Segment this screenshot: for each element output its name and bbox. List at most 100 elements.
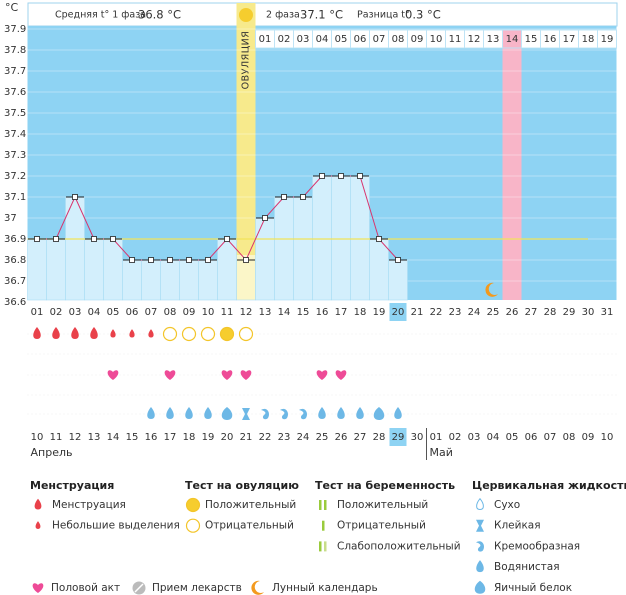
phase1-label: Средняя t° 1 фаза [55, 10, 146, 21]
heart-icon [107, 370, 119, 380]
temp-column [293, 196, 313, 301]
heart-icon [240, 370, 252, 380]
legend-title: Цервикальная жидкость [472, 479, 626, 492]
temp-point [262, 215, 268, 221]
date-label: 24 [297, 432, 310, 443]
temp-point [129, 257, 135, 263]
fluid-icon [221, 407, 233, 420]
date-label: 27 [354, 432, 367, 443]
temp-point [243, 257, 249, 263]
date-label: 18 [183, 432, 196, 443]
fluid-icon [474, 580, 486, 594]
fluid-icon [280, 408, 289, 420]
x-tick-label: 28 [544, 307, 557, 318]
x-tick-label: 26 [506, 307, 519, 318]
post-day-label: 11 [449, 34, 462, 45]
post-day-label: 17 [563, 34, 576, 45]
x-tick-label: 11 [221, 307, 234, 318]
x-tick-label: 05 [107, 307, 120, 318]
temp-point [338, 173, 344, 179]
x-tick-label: 27 [525, 307, 538, 318]
diff-label: Разница t° [357, 10, 410, 21]
month-label: Апрель [31, 446, 73, 459]
temp-column [217, 238, 237, 301]
post-day-label: 09 [411, 34, 424, 45]
moon-icon [251, 580, 264, 595]
fluid-icon [147, 407, 155, 419]
heart-icon [164, 370, 176, 380]
temp-column [122, 259, 142, 301]
legend-label: Положительный [337, 499, 428, 511]
legend-label: Водянистая [494, 561, 560, 573]
temp-column [274, 196, 294, 301]
temp-point [224, 236, 230, 242]
post-day-cell [597, 29, 617, 49]
y-tick-label: 37.2 [4, 171, 26, 182]
sun-icon [239, 8, 253, 22]
x-tick-label: 08 [164, 307, 177, 318]
date-label: 01 [430, 432, 443, 443]
date-label: 15 [126, 432, 139, 443]
temp-column [255, 217, 275, 301]
heart-icon [32, 583, 44, 593]
today-date-box [389, 428, 407, 446]
ovulation-label: ОВУЛЯЦИЯ [241, 31, 252, 90]
date-label: 28 [373, 432, 386, 443]
ovulation-test-icon [219, 326, 235, 342]
phase1-value: 36.8 °C [138, 8, 181, 22]
y-tick-label: 36.8 [4, 255, 26, 266]
fluid-icon [318, 407, 326, 419]
post-day-label: 15 [525, 34, 538, 45]
legend-label: Клейкая [494, 520, 541, 532]
fluid-icon [476, 560, 484, 573]
date-label: 04 [487, 432, 500, 443]
x-tick-label: 30 [582, 307, 595, 318]
legend-icon [319, 541, 322, 552]
legend-icon [324, 541, 327, 552]
post-day-label: 13 [487, 34, 500, 45]
date-label: 08 [563, 432, 576, 443]
x-tick-label: 02 [50, 307, 63, 318]
ovulation-test-icon [200, 326, 216, 342]
x-tick-label: 03 [69, 307, 82, 318]
x-tick-label: 20 [392, 307, 405, 318]
x-tick-label: 09 [183, 307, 196, 318]
x-tick-label: 14 [278, 307, 291, 318]
temp-column [84, 238, 104, 301]
x-tick-label: 21 [411, 307, 424, 318]
fluid-icon [242, 408, 250, 420]
temp-point [53, 236, 59, 242]
temp-point [167, 257, 173, 263]
temp-column [141, 259, 161, 301]
fluid-icon [185, 407, 193, 419]
y-tick-label: 36.6 [4, 297, 26, 308]
x-tick-label: 18 [354, 307, 367, 318]
x-tick-label: 16 [316, 307, 329, 318]
ovulation-test-icon [185, 518, 201, 533]
legend-label: Положительный [205, 499, 296, 511]
date-label: 10 [601, 432, 614, 443]
fluid-icon [476, 519, 484, 532]
post-day-label: 08 [392, 34, 405, 45]
post-day-label: 03 [297, 34, 310, 45]
legend-icon [34, 498, 42, 510]
fluid-icon [166, 407, 174, 419]
temp-column [369, 238, 389, 301]
temp-column [388, 259, 408, 301]
post-day-label: 05 [335, 34, 348, 45]
legend-title: Тест на беременность [315, 479, 455, 492]
temp-point [300, 194, 306, 200]
ovulation-test-icon [162, 326, 178, 342]
date-label: 30 [411, 432, 424, 443]
date-label: 21 [240, 432, 253, 443]
temp-point [319, 173, 325, 179]
date-label: 20 [221, 432, 234, 443]
x-tick-label: 01 [31, 307, 44, 318]
date-label: 09 [582, 432, 595, 443]
temp-column [236, 259, 256, 301]
legend-title: Менструация [30, 479, 114, 492]
moon-icon [485, 282, 498, 297]
x-tick-label: 13 [259, 307, 272, 318]
ovulation-test-icon [181, 326, 197, 342]
